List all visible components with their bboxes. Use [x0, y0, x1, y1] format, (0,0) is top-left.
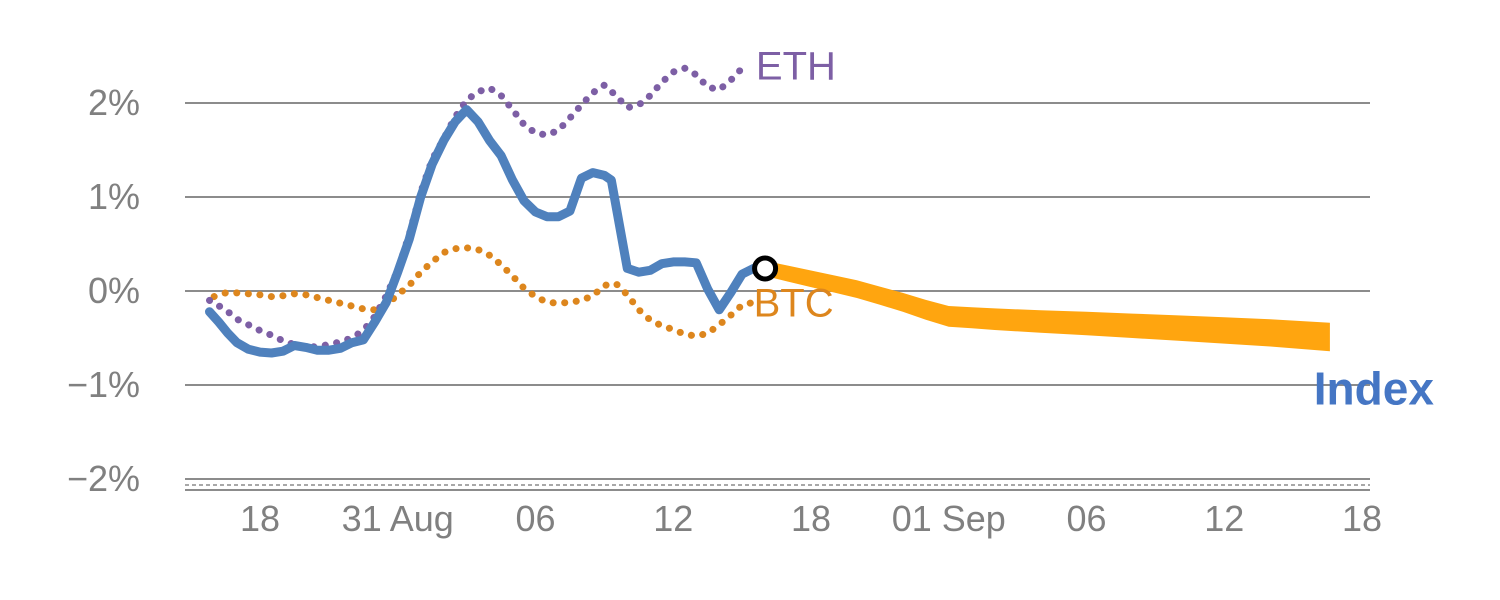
- x-tick-label-5: 01 Sep: [892, 498, 1006, 539]
- btc-series-line: [210, 244, 764, 340]
- y-tick-label-0: 0%: [88, 270, 140, 311]
- x-tick-label-8: 18: [1342, 498, 1382, 539]
- x-tick-label-0: 18: [240, 498, 280, 539]
- forecast-band: [765, 260, 1330, 352]
- x-tick-label-2: 06: [515, 498, 555, 539]
- index-series-line: [205, 105, 770, 358]
- y-tick-label-2: 2%: [88, 82, 140, 123]
- forecast-start-marker: [752, 255, 779, 282]
- btc-series-label: BTC: [754, 281, 834, 325]
- index-series-label: Index: [1314, 363, 1435, 415]
- eth-series-line: [206, 61, 753, 351]
- y-tick-label--2: −2%: [67, 458, 140, 499]
- eth-series-label: ETH: [756, 45, 836, 89]
- x-tick-label-6: 06: [1066, 498, 1106, 539]
- x-tick-label-4: 18: [791, 498, 831, 539]
- y-tick-label--1: −1%: [67, 364, 140, 405]
- x-tick-label-7: 12: [1204, 498, 1244, 539]
- x-tick-label-1: 31 Aug: [342, 498, 454, 539]
- x-tick-label-3: 12: [653, 498, 693, 539]
- y-tick-label-1: 1%: [88, 176, 140, 217]
